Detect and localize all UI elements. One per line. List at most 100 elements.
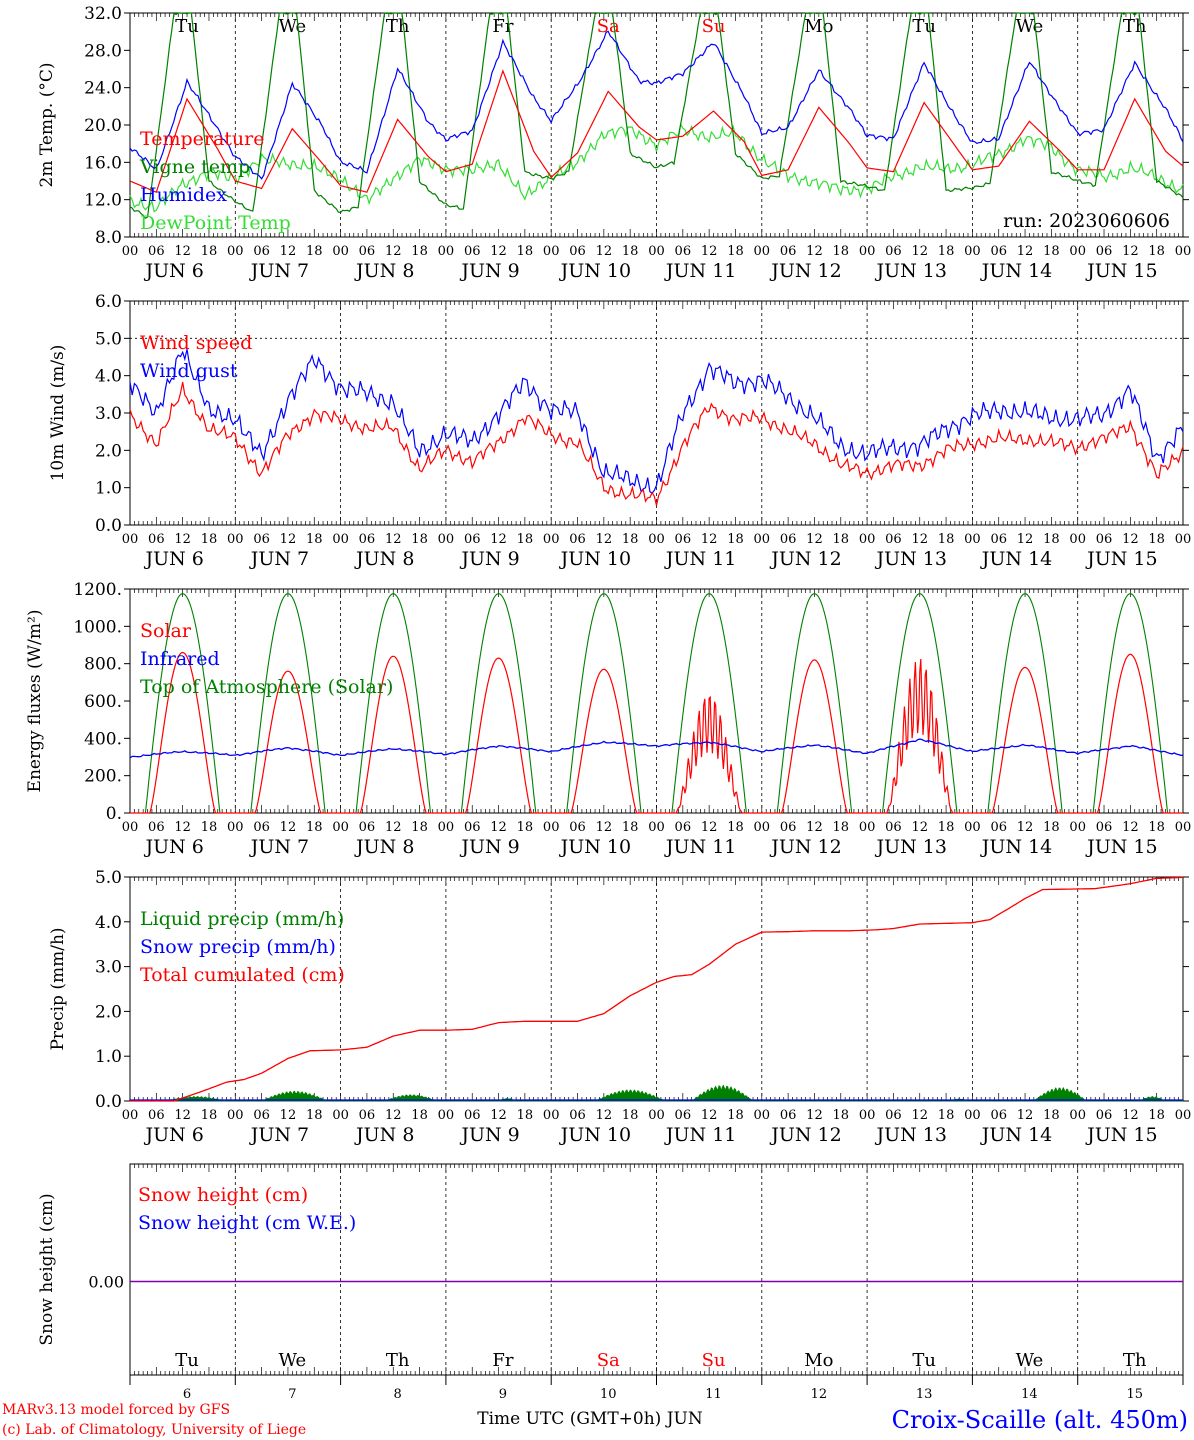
- hour-tick-label: 00: [438, 244, 455, 259]
- plot-frame: [129, 12, 1184, 238]
- time-axis-label: Time UTC (GMT+0h) JUN: [477, 1409, 703, 1429]
- date-label: JUN 14: [980, 260, 1052, 282]
- y-tick-label: 8.0: [95, 228, 122, 248]
- date-label: JUN 13: [875, 548, 947, 570]
- day-number-label: 11: [705, 1387, 722, 1402]
- hour-tick-label: 18: [1148, 1108, 1165, 1123]
- date-label: JUN 8: [354, 1124, 414, 1146]
- y-tick-label: 0.: [106, 804, 122, 824]
- hour-tick-label: 06: [675, 244, 692, 259]
- series-dewpoint-temp-line: [129, 122, 1184, 213]
- hour-tick-label: 00: [648, 244, 665, 259]
- series-infrared-line: [129, 738, 1183, 759]
- y-tick-label: 12.0: [84, 191, 122, 211]
- hour-tick-label: 06: [253, 1108, 270, 1123]
- hour-tick-label: 06: [780, 532, 797, 547]
- date-label: JUN 6: [143, 1124, 203, 1146]
- hour-tick-label: 12: [174, 244, 191, 259]
- hour-tick-label: 18: [727, 1108, 744, 1123]
- date-label: JUN 8: [354, 260, 414, 282]
- hour-tick-label: 18: [517, 532, 534, 547]
- hour-tick-label: 00: [227, 820, 244, 835]
- date-label: JUN 15: [1085, 1124, 1157, 1146]
- hour-tick-label: 12: [280, 1108, 297, 1123]
- date-label: JUN 7: [249, 1124, 309, 1146]
- hour-tick-label: 06: [253, 244, 270, 259]
- weekday-label: Th: [386, 1350, 410, 1371]
- hour-tick-label: 18: [411, 244, 428, 259]
- hour-tick-label: 12: [1122, 1108, 1139, 1123]
- hour-tick-label: 06: [253, 820, 270, 835]
- hour-tick-label: 06: [569, 532, 586, 547]
- y-axis-title: 10m Wind (m/s): [48, 345, 68, 482]
- hour-tick-label: 06: [148, 244, 165, 259]
- date-label: JUN 7: [249, 548, 309, 570]
- y-tick-label: 1000.: [73, 617, 122, 637]
- weekday-label: Su: [702, 1350, 726, 1371]
- hour-tick-label: 12: [174, 532, 191, 547]
- hour-tick-label: 18: [517, 820, 534, 835]
- hour-tick-label: 06: [569, 244, 586, 259]
- legend-entry: Snow precip (mm/h): [140, 936, 336, 958]
- hour-tick-label: 18: [1043, 532, 1060, 547]
- date-label: JUN 15: [1085, 548, 1157, 570]
- date-label: JUN 15: [1085, 836, 1157, 858]
- y-tick-label: 1.0: [95, 1047, 122, 1067]
- weekday-label: Tu: [175, 16, 199, 37]
- hour-tick-label: 12: [911, 532, 928, 547]
- hour-tick-label: 06: [148, 1108, 165, 1123]
- legend-entry: Liquid precip (mm/h): [140, 908, 344, 930]
- hour-tick-label: 12: [701, 244, 718, 259]
- weekday-label: Tu: [912, 16, 936, 37]
- day-number-label: 6: [183, 1387, 191, 1402]
- y-tick-label: 32.0: [84, 4, 122, 24]
- legend-entry: Total cumulated (cm): [140, 964, 345, 986]
- y-tick-label: 2.0: [95, 1002, 122, 1022]
- day-number-label: 8: [393, 1387, 401, 1402]
- hour-tick-label: 18: [306, 820, 323, 835]
- hour-tick-label: 06: [990, 244, 1007, 259]
- y-tick-label: 0.0: [95, 1092, 122, 1112]
- hour-tick-label: 18: [1148, 244, 1165, 259]
- hour-tick-label: 06: [885, 244, 902, 259]
- hour-tick-label: 18: [727, 820, 744, 835]
- panel-temperature: 8.0 12.0 16.0 20.0 24.0 28.0 32.0 2m Temp. (°C)…: [37, 4, 1191, 282]
- y-tick-label: 1200.: [73, 580, 122, 600]
- y-tick-label: 1.0: [95, 479, 122, 499]
- y-tick-label: 600.: [84, 692, 122, 712]
- series-wind-gust-line: [129, 349, 1184, 495]
- hour-tick-label: 12: [701, 1108, 718, 1123]
- hour-tick-label: 18: [306, 244, 323, 259]
- hour-tick-label: 06: [1096, 820, 1113, 835]
- hour-tick-label: 00: [754, 820, 771, 835]
- date-label: JUN 11: [664, 548, 736, 570]
- hour-tick-label: 00: [227, 1108, 244, 1123]
- hour-tick-label: 12: [596, 1108, 613, 1123]
- day-number-label: 10: [600, 1387, 617, 1402]
- legend-entry: Wind gust: [140, 360, 238, 382]
- y-tick-label: 200.: [84, 767, 122, 787]
- date-label: JUN 12: [769, 1124, 841, 1146]
- weekday-label: Mo: [804, 1350, 833, 1371]
- y-tick-label: 0.00: [88, 1273, 124, 1292]
- hour-tick-label: 18: [1148, 820, 1165, 835]
- y-axis-title: Energy fluxes (W/m²): [25, 610, 45, 793]
- hour-tick-label: 18: [833, 1108, 850, 1123]
- y-tick-label: 3.0: [95, 404, 122, 424]
- hour-tick-label: 12: [490, 532, 507, 547]
- hour-tick-label: 18: [938, 532, 955, 547]
- weekday-label: Sa: [597, 1350, 620, 1371]
- date-label: JUN 11: [664, 836, 736, 858]
- weekday-label: Th: [1123, 1350, 1147, 1371]
- hour-tick-label: 18: [938, 820, 955, 835]
- hour-tick-label: 12: [490, 1108, 507, 1123]
- hour-tick-label: 06: [464, 820, 481, 835]
- date-label: JUN 10: [559, 260, 631, 282]
- weekday-label: Tu: [912, 1350, 936, 1371]
- hour-tick-label: 06: [885, 820, 902, 835]
- weekday-label: Tu: [175, 1350, 199, 1371]
- date-label: JUN 6: [143, 836, 203, 858]
- hour-tick-label: 00: [332, 244, 349, 259]
- hour-tick-label: 00: [648, 820, 665, 835]
- hour-tick-label: 00: [964, 244, 981, 259]
